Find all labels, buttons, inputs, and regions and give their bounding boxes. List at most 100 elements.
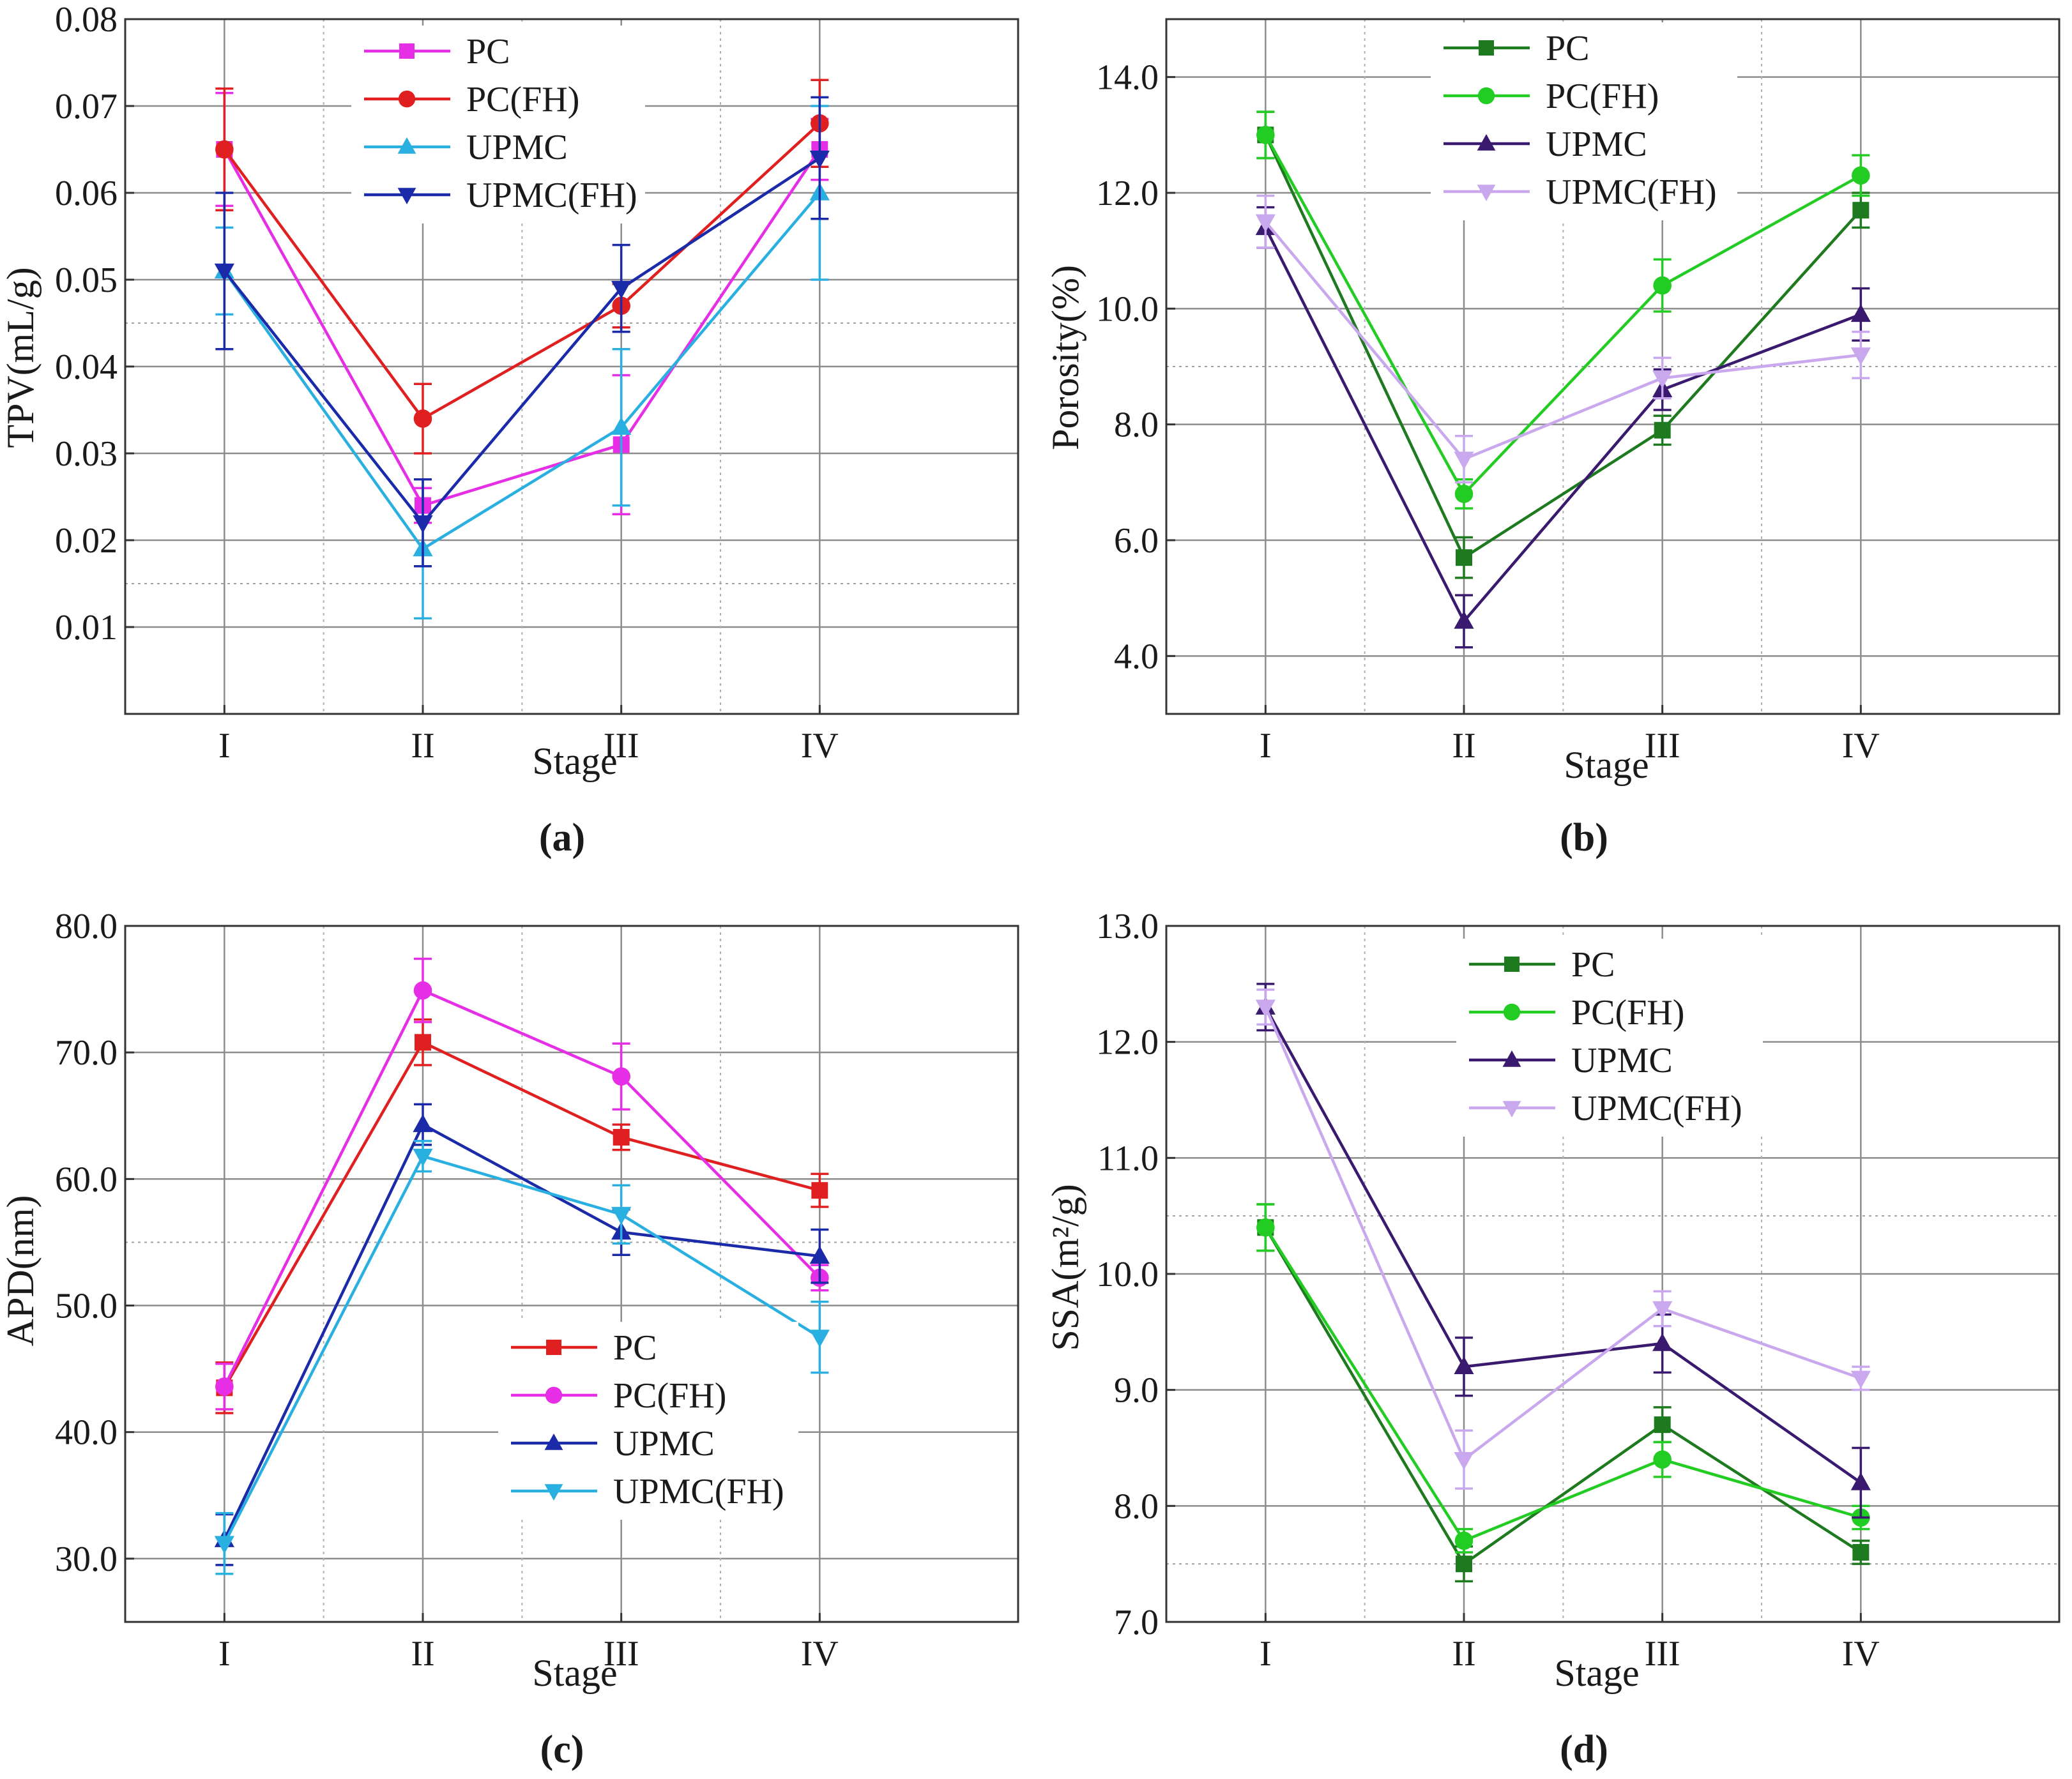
series-line [223,1154,821,1545]
series-line [1264,1006,1862,1484]
legend-label: PC [613,1328,657,1368]
series-upmc [1255,983,1871,1519]
legend-label: PC [1571,945,1615,985]
data-point [1256,126,1275,144]
x-tick-label: I [218,726,231,766]
y-tick-label: 9.0 [1114,1371,1159,1411]
data-point [611,280,632,299]
y-tick-label: 10.0 [1096,289,1159,329]
data-point [611,1207,632,1225]
legend-label: PC [466,32,510,72]
legend-label: PC(FH) [613,1376,726,1416]
data-point [1256,1218,1275,1237]
legend: PC PC(FH) UPMC UPMC(FH) [498,1322,798,1520]
data-point [1850,1472,1871,1490]
y-tick-label: 4.0 [1114,637,1159,676]
y-tick-label: 0.05 [55,261,118,300]
legend-label: UPMC [1546,125,1647,164]
data-point [1454,485,1474,503]
x-tick-label: II [411,726,434,766]
series-pc-fh [215,957,829,1411]
plot-area: 7.08.09.010.011.012.013.0I II III IVPCPC(FH… [1096,907,2061,1674]
legend-label: UPMC(FH) [466,176,637,215]
legend-marker [544,1434,563,1450]
data-point [1255,999,1276,1018]
series-upmc-fh [1255,988,1871,1490]
data-point [1852,202,1870,219]
data-point [1454,451,1474,470]
data-point [1652,1301,1673,1319]
panel-label: (d) [1560,1728,1608,1771]
series-line [1264,227,1862,624]
y-tick-label: 13.0 [1096,907,1159,946]
x-tick-label: III [604,726,639,766]
legend-label: PC(FH) [1546,77,1659,116]
y-tick-label: 0.08 [55,0,118,40]
chart-panel-d: SSA(m²/g) Stage (d) 7.0 8.0 9.0 10.0 11.0 12.… [1044,907,2061,1771]
series-line [223,122,821,421]
x-tick-label: II [1452,1634,1475,1674]
legend-marker [544,1484,563,1501]
panel-label: (a) [539,816,585,859]
legend-marker [397,137,416,154]
y-axis-label: Porosity(%) [1044,265,1086,450]
y-tick-label: 70.0 [55,1033,118,1073]
legend-marker [1502,1050,1521,1067]
series-line [223,1040,820,1389]
legend-marker [1503,1003,1521,1021]
series-line [1264,1006,1862,1462]
data-point [612,1067,630,1086]
series-line [223,156,821,526]
data-point [1652,370,1673,389]
series-pc-fh [1256,110,1870,510]
y-tick-label: 0.01 [55,608,118,647]
legend-label: UPMC [1571,1041,1673,1080]
data-point [215,140,234,159]
legend-marker [546,1340,561,1355]
x-axis-label: Stage [532,740,617,782]
series-line [223,148,821,508]
y-tick-label: 40.0 [55,1413,118,1453]
data-point [1454,610,1474,629]
series-line [1264,1227,1861,1543]
data-point [413,409,432,428]
y-tick-label: 7.0 [1114,1603,1159,1642]
legend-label: PC(FH) [466,80,579,119]
plot-area: 4.06.08.010.012.014.0I II III IVPCPC(FH)UPM… [1096,18,2061,766]
data-point [1852,1544,1870,1561]
data-point [809,1246,830,1264]
data-point [214,1536,234,1554]
plot-area: 0.010.020.030.040.050.060.070.08I II III IV… [55,0,1019,766]
data-point [611,416,632,435]
y-tick-label: 30.0 [55,1540,118,1579]
y-tick-label: 12.0 [1096,174,1159,213]
data-point [809,150,830,169]
panel-label: (c) [540,1728,584,1771]
panel-label: (b) [1560,816,1608,859]
legend-marker [1477,185,1496,201]
y-tick-label: 50.0 [55,1287,118,1326]
legend-marker [397,188,416,204]
data-point [1850,304,1871,322]
data-point [214,263,234,282]
x-axis-label: Stage [532,1652,617,1694]
legend-marker [1502,1101,1521,1117]
y-tick-label: 14.0 [1096,58,1159,98]
legend: PC PC(FH) UPMC UPMC(FH) [1431,22,1737,220]
series-line [223,192,821,551]
legend-label: UPMC(FH) [613,1472,784,1511]
legend: PC PC(FH) UPMC UPMC(FH) [351,26,645,223]
x-tick-label: IV [1842,1634,1880,1674]
y-axis-label: SSA(m²/g) [1044,1184,1086,1351]
data-point [1652,1333,1673,1351]
x-axis-label: Stage [1564,744,1649,786]
x-tick-label: III [1645,1634,1680,1674]
data-point [1850,1370,1871,1389]
data-point [413,1148,433,1167]
legend-marker [1479,40,1494,56]
legend: PC PC(FH) UPMC UPMC(FH) [1456,939,1763,1137]
data-point [1850,347,1871,366]
x-axis-label: Stage [1554,1652,1639,1694]
y-axis-label: TPV(mL/g) [0,267,42,448]
